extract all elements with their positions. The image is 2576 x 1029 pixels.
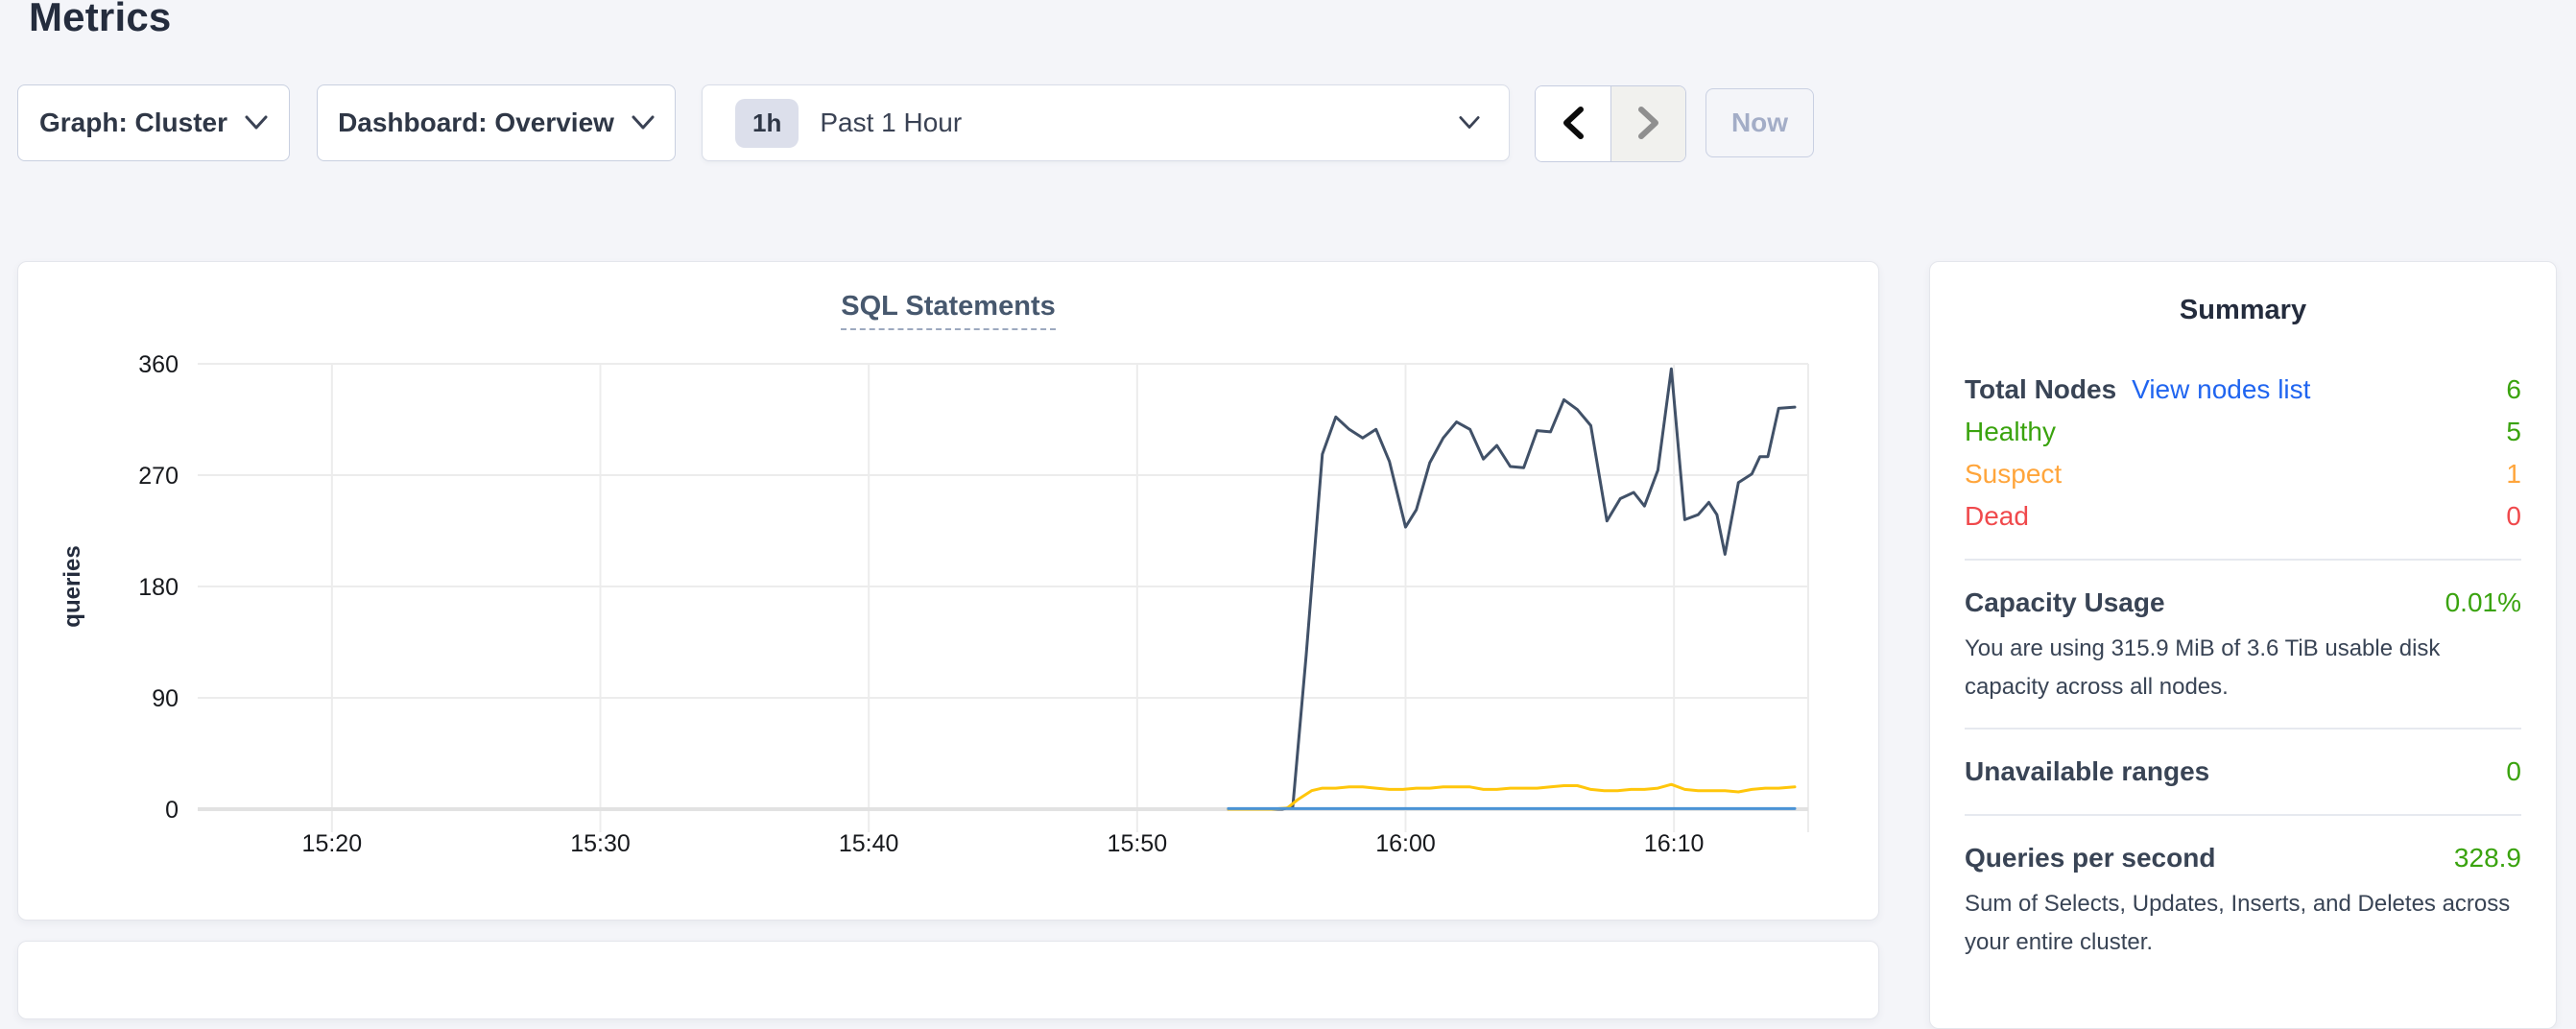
y-tick-label: 360 (138, 351, 179, 378)
capacity-row: Capacity Usage 0.01% (1965, 582, 2521, 624)
graph-dropdown-label: Graph: Cluster (38, 108, 228, 137)
total-nodes-label: Total Nodes (1965, 374, 2117, 404)
qps-row: Queries per second 328.9 (1965, 837, 2521, 879)
suspect-value: 1 (2506, 459, 2521, 489)
divider (1965, 728, 2521, 730)
suspect-label: Suspect (1965, 459, 2063, 489)
x-tick-label: 15:20 (302, 830, 363, 857)
qps-value: 328.9 (2453, 843, 2521, 873)
x-tick-label: 15:40 (839, 830, 899, 857)
capacity-section: Capacity Usage 0.01% You are using 315.9… (1965, 582, 2521, 706)
unavailable-ranges-label: Unavailable ranges (1965, 756, 2210, 786)
x-tick-label: 15:50 (1108, 830, 1168, 857)
chevron-down-icon (245, 115, 268, 131)
dead-value: 0 (2506, 501, 2521, 531)
chevron-down-icon (632, 115, 655, 131)
dead-label: Dead (1965, 501, 2029, 531)
healthy-nodes-row: Healthy 5 (1965, 411, 2521, 453)
x-tick-label: 16:00 (1375, 830, 1436, 857)
nodes-section: Total Nodes View nodes list 6 Healthy 5 … (1965, 369, 2521, 538)
sql-statements-card: SQL Statements 15:20 15:30 15:40 15:50 16:00… (17, 261, 1879, 921)
x-tick-label: 16:10 (1644, 830, 1705, 857)
healthy-label: Healthy (1965, 417, 2056, 446)
dead-nodes-row: Dead 0 (1965, 495, 2521, 538)
time-window-label: Past 1 Hour (820, 108, 963, 137)
suspect-nodes-row: Suspect 1 (1965, 453, 2521, 495)
y-tick-label: 90 (152, 685, 179, 712)
graph-dropdown[interactable]: Graph: Cluster (17, 84, 290, 161)
healthy-value: 5 (2506, 417, 2521, 446)
metrics-page: Metrics Graph: Cluster Dashboard: Overvi… (17, 0, 2557, 1029)
time-window-selector[interactable]: 1h Past 1 Hour (702, 84, 1510, 161)
time-window-badge: 1h (735, 98, 799, 148)
qps-label: Queries per second (1965, 843, 2216, 873)
dashboard-dropdown-label: Dashboard: Overview (338, 108, 614, 137)
chevron-down-icon (1459, 116, 1480, 131)
y-tick-label: 270 (138, 463, 179, 490)
sql-statements-chart[interactable]: 15:20 15:30 15:40 15:50 16:00 16:10 0 90 180 270 3… (18, 262, 1878, 920)
divider (1965, 559, 2521, 561)
now-button[interactable]: Now (1705, 88, 1814, 157)
series-navy-line (1227, 367, 1797, 811)
chevron-left-icon (1562, 106, 1585, 142)
total-nodes-row: Total Nodes View nodes list 6 (1965, 369, 2521, 411)
unavailable-ranges-value: 0 (2506, 756, 2521, 786)
y-axis-label: queries (60, 545, 85, 627)
qps-section: Queries per second 328.9 Sum of Selects,… (1965, 837, 2521, 962)
capacity-value: 0.01% (2445, 587, 2521, 617)
qps-description: Sum of Selects, Updates, Inserts, and De… (1965, 891, 2511, 955)
total-nodes-value: 6 (2506, 374, 2521, 404)
series-yellow-line (1227, 782, 1797, 811)
chart-title-wrap: SQL Statements (18, 291, 1878, 330)
capacity-label: Capacity Usage (1965, 587, 2165, 617)
unavailable-ranges-row: Unavailable ranges 0 (1965, 751, 2521, 793)
next-chart-card (17, 941, 1879, 1019)
divider (1965, 814, 2521, 816)
time-pager (1535, 85, 1686, 162)
page-title: Metrics (29, 0, 172, 39)
summary-title: Summary (2179, 295, 2307, 325)
unavailable-ranges-section: Unavailable ranges 0 (1965, 751, 2521, 793)
x-tick-label: 15:30 (570, 830, 631, 857)
dashboard-dropdown[interactable]: Dashboard: Overview (317, 84, 676, 161)
prev-time-button[interactable] (1536, 86, 1610, 161)
chart-title[interactable]: SQL Statements (841, 291, 1056, 330)
next-time-button[interactable] (1610, 86, 1685, 161)
summary-panel: Summary Total Nodes View nodes list 6 He… (1929, 261, 2557, 1029)
y-tick-label: 180 (138, 574, 179, 601)
chevron-right-icon (1637, 106, 1660, 142)
capacity-description: You are using 315.9 MiB of 3.6 TiB usabl… (1965, 635, 2441, 700)
view-nodes-list-link[interactable]: View nodes list (2132, 374, 2311, 404)
y-tick-label: 0 (165, 797, 179, 824)
